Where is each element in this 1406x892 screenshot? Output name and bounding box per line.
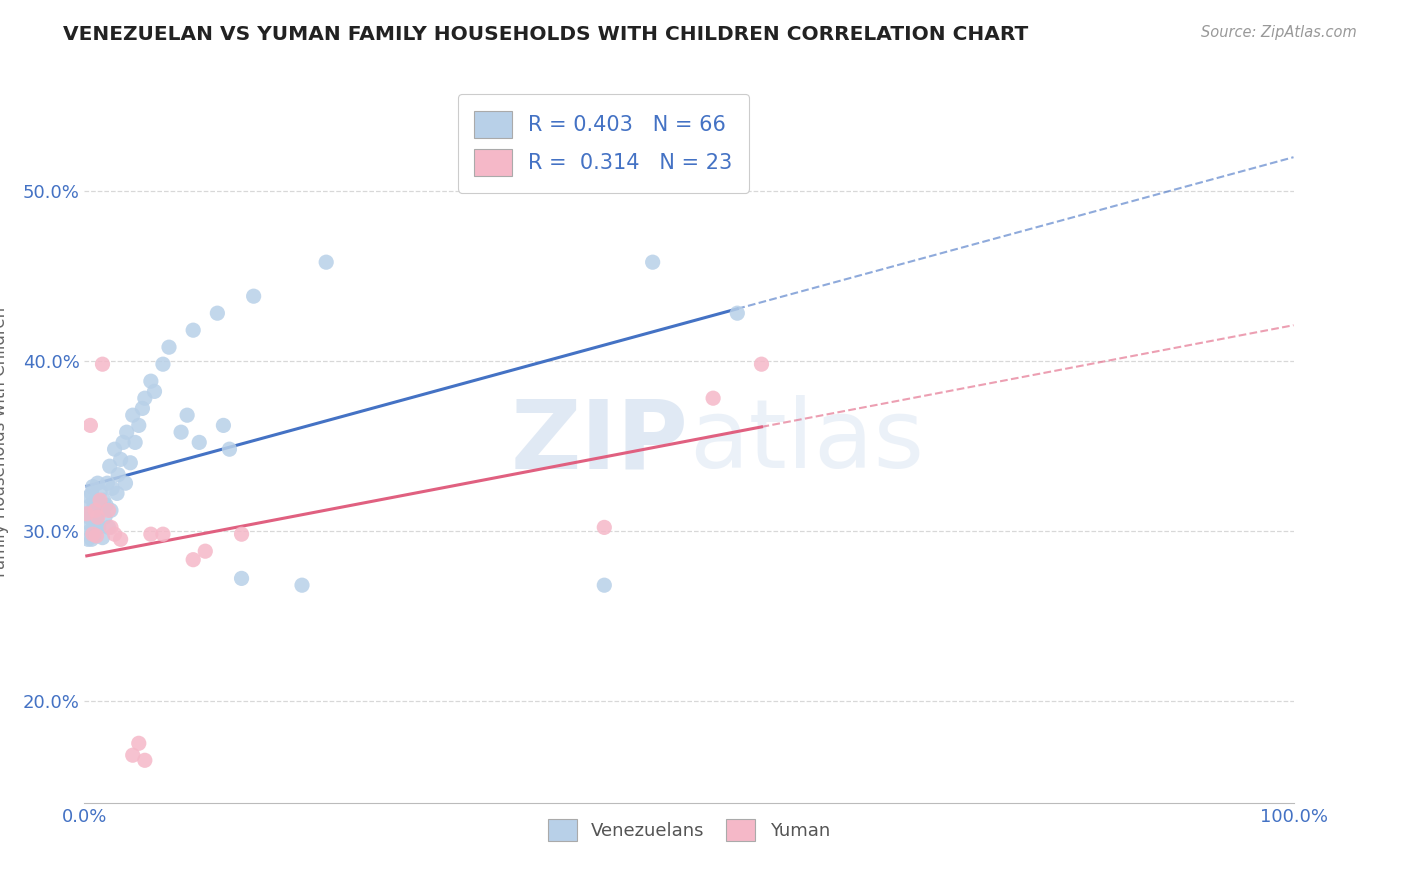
Point — [176, 408, 198, 422]
Point — [143, 384, 166, 399]
Point — [98, 459, 121, 474]
Point — [139, 527, 162, 541]
Point — [82, 503, 104, 517]
Point — [83, 529, 105, 543]
Point — [188, 435, 211, 450]
Point — [76, 507, 98, 521]
Point — [86, 476, 108, 491]
Point — [101, 481, 124, 495]
Point — [90, 503, 112, 517]
Point — [100, 503, 122, 517]
Point — [157, 340, 180, 354]
Point — [80, 507, 103, 521]
Point — [94, 510, 117, 524]
Point — [170, 425, 193, 440]
Point — [593, 520, 616, 534]
Point — [86, 512, 108, 526]
Point — [104, 442, 127, 457]
Point — [751, 357, 773, 371]
Point — [83, 498, 105, 512]
Point — [87, 495, 110, 509]
Point — [91, 357, 114, 371]
Point — [80, 486, 103, 500]
Point — [89, 493, 111, 508]
Point — [128, 418, 150, 433]
Point — [115, 425, 138, 440]
Point — [105, 486, 128, 500]
Point — [110, 452, 132, 467]
Point — [79, 498, 101, 512]
Point — [725, 306, 748, 320]
Point — [86, 493, 108, 508]
Point — [315, 255, 337, 269]
Point — [104, 527, 127, 541]
Point — [114, 476, 136, 491]
Point — [86, 503, 108, 517]
Point — [87, 520, 110, 534]
Point — [124, 435, 146, 450]
Point — [93, 493, 115, 508]
Point — [84, 510, 107, 524]
Point — [291, 578, 314, 592]
Text: atlas: atlas — [689, 395, 924, 488]
Point — [76, 516, 98, 530]
Point — [96, 476, 118, 491]
Point — [77, 490, 100, 504]
Point — [242, 289, 264, 303]
Point — [593, 578, 616, 592]
Point — [128, 736, 150, 750]
Point — [80, 533, 103, 547]
Point — [131, 401, 153, 416]
Point — [77, 507, 100, 521]
Point — [94, 498, 117, 512]
Point — [82, 524, 104, 538]
Point — [82, 480, 104, 494]
Point — [97, 503, 120, 517]
Point — [121, 748, 143, 763]
Point — [77, 533, 100, 547]
Point — [152, 357, 174, 371]
Point — [134, 391, 156, 405]
Point — [231, 571, 253, 585]
Point — [120, 456, 142, 470]
Point — [84, 520, 107, 534]
Point — [89, 484, 111, 499]
Text: ZIP: ZIP — [510, 395, 689, 488]
Point — [91, 531, 114, 545]
Point — [110, 533, 132, 547]
Point — [100, 520, 122, 534]
Text: Source: ZipAtlas.com: Source: ZipAtlas.com — [1201, 25, 1357, 40]
Point — [181, 552, 204, 566]
Point — [207, 306, 229, 320]
Point — [84, 503, 107, 517]
Point — [97, 520, 120, 534]
Point — [79, 524, 101, 538]
Point — [79, 418, 101, 433]
Point — [134, 753, 156, 767]
Point — [86, 529, 108, 543]
Point — [77, 510, 100, 524]
Point — [641, 255, 664, 269]
Point — [121, 408, 143, 422]
Point — [231, 527, 253, 541]
Point — [218, 442, 240, 457]
Text: VENEZUELAN VS YUMAN FAMILY HOUSEHOLDS WITH CHILDREN CORRELATION CHART: VENEZUELAN VS YUMAN FAMILY HOUSEHOLDS WI… — [63, 25, 1029, 44]
Legend: Venezuelans, Yuman: Venezuelans, Yuman — [541, 812, 837, 848]
Point — [212, 418, 235, 433]
Point — [702, 391, 724, 405]
Point — [181, 323, 204, 337]
Y-axis label: Family Households with Children: Family Households with Children — [0, 307, 8, 576]
Point — [152, 527, 174, 541]
Point — [86, 510, 108, 524]
Point — [139, 374, 162, 388]
Point — [112, 435, 135, 450]
Point — [82, 527, 104, 541]
Point — [83, 516, 105, 530]
Point — [194, 544, 217, 558]
Point — [107, 467, 129, 482]
